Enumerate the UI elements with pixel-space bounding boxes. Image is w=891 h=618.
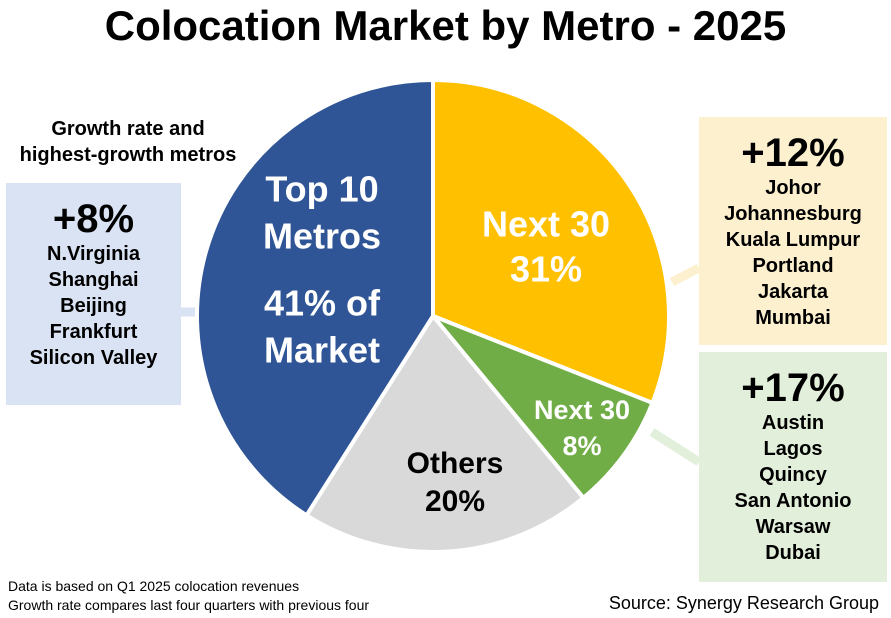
- metro-name: Shanghai: [48, 269, 139, 291]
- slice-label-others: Others: [407, 447, 504, 480]
- metro-name: Silicon Valley: [29, 347, 158, 369]
- growth-rate: +17%: [741, 366, 845, 410]
- metro-name: Kuala Lumpur: [725, 229, 861, 251]
- slice-label-others: 20%: [425, 485, 485, 518]
- metro-name: Jakarta: [757, 281, 829, 303]
- slice-label-top10: Market: [264, 330, 380, 371]
- metro-name: Quincy: [759, 464, 827, 486]
- pie-slice-others: [303, 312, 587, 554]
- growth-rate: +8%: [52, 197, 135, 241]
- slice-label-next30b: Next 30: [534, 395, 630, 425]
- growth-heading: Growth rate and highest-growth metros: [0, 116, 256, 168]
- growth-heading-line: highest-growth metros: [19, 144, 237, 166]
- growth-heading-line: Growth rate and: [51, 118, 205, 140]
- metro-name: Portland: [752, 255, 834, 277]
- slice-label-top10: Metros: [263, 216, 381, 257]
- metro-name: San Antonio: [734, 490, 852, 512]
- growth-rate: +12%: [741, 131, 845, 175]
- metro-name: Lagos: [763, 438, 823, 460]
- pie-slice-next30b: [431, 314, 656, 501]
- slice-label-next30a: 31%: [510, 249, 582, 290]
- metro-name: N.Virginia: [47, 243, 140, 265]
- growth-box-next30-a: +12% Johor Johannesburg Kuala Lumpur Por…: [699, 117, 887, 345]
- growth-box-top10: +8% N.Virginia Shanghai Beijing Frankfur…: [6, 183, 181, 405]
- metro-name: Frankfurt: [49, 321, 138, 343]
- footnote: Data is based on Q1 2025 colocation reve…: [8, 577, 369, 615]
- growth-box-next30-b: +17% Austin Lagos Quincy San Antonio War…: [699, 352, 887, 582]
- metro-name: Mumbai: [755, 307, 831, 329]
- slice-label-top10: 41% of: [264, 283, 381, 324]
- slice-label-top10: Top 10: [265, 169, 378, 210]
- metro-name: Johannesburg: [724, 203, 862, 225]
- source-credit: Source: Synergy Research Group: [608, 593, 879, 613]
- slice-label-next30b: 8%: [562, 431, 601, 461]
- slice-label-next30a: Next 30: [482, 204, 610, 245]
- footnote-line: Growth rate compares last four quarters …: [8, 597, 370, 613]
- pie-slice-next30a: [431, 77, 672, 406]
- metro-name: Beijing: [60, 295, 127, 317]
- metro-name: Johor: [765, 177, 821, 199]
- metro-name: Dubai: [765, 542, 821, 564]
- chart-title: Colocation Market by Metro - 2025: [104, 2, 787, 49]
- metro-name: Austin: [761, 412, 825, 434]
- footnote-line: Data is based on Q1 2025 colocation reve…: [8, 578, 300, 594]
- metro-name: Warsaw: [755, 516, 831, 538]
